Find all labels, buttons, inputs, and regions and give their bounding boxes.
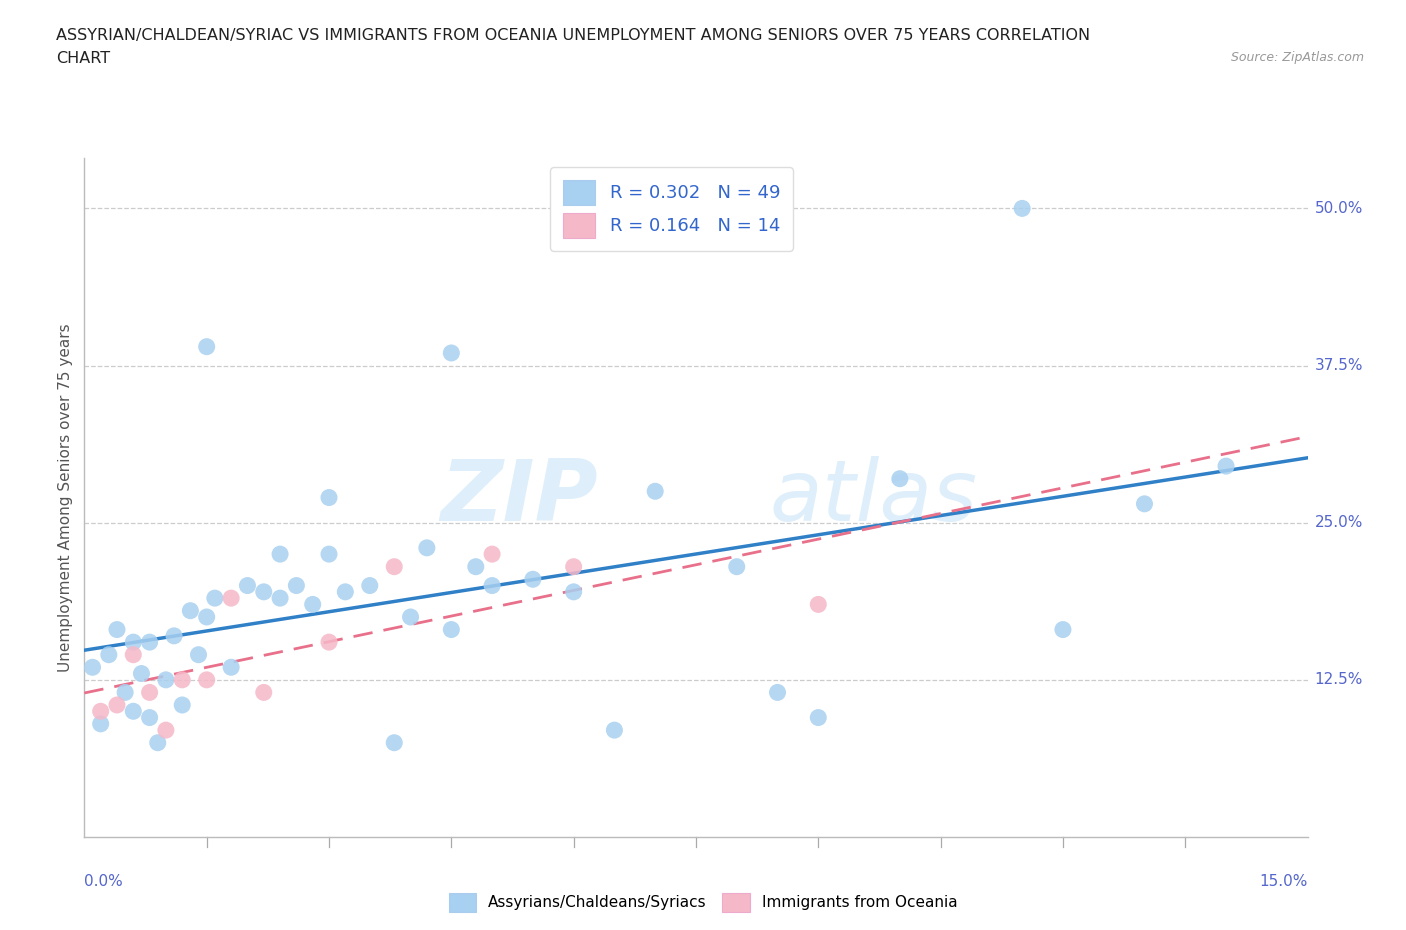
Point [236, 578, 259, 593]
Point [187, 647, 209, 662]
Text: ZIP: ZIP [440, 456, 598, 539]
Point [603, 723, 626, 737]
Text: ASSYRIAN/CHALDEAN/SYRIAC VS IMMIGRANTS FROM OCEANIA UNEMPLOYMENT AMONG SENIORS O: ASSYRIAN/CHALDEAN/SYRIAC VS IMMIGRANTS F… [56, 28, 1091, 43]
Point [359, 578, 381, 593]
Point [195, 609, 218, 624]
Text: 25.0%: 25.0% [1315, 515, 1362, 530]
Text: CHART: CHART [56, 51, 110, 66]
Point [122, 647, 145, 662]
Point [105, 622, 128, 637]
Point [204, 591, 226, 605]
Point [253, 685, 276, 700]
Point [440, 346, 463, 361]
Point [644, 484, 666, 498]
Point [219, 660, 242, 675]
Point [481, 578, 503, 593]
Y-axis label: Unemployment Among Seniors over 75 years: Unemployment Among Seniors over 75 years [58, 324, 73, 671]
Point [253, 584, 276, 599]
Point [562, 559, 585, 574]
Point [138, 634, 160, 649]
Point [1133, 497, 1156, 512]
Point [269, 547, 291, 562]
Point [155, 672, 177, 687]
Point [440, 622, 463, 637]
Point [382, 736, 405, 751]
Point [301, 597, 323, 612]
Point [416, 540, 439, 555]
Legend: Assyrians/Chaldeans/Syriacs, Immigrants from Oceania: Assyrians/Chaldeans/Syriacs, Immigrants … [443, 887, 963, 918]
Text: 50.0%: 50.0% [1315, 201, 1362, 216]
Text: 12.5%: 12.5% [1315, 672, 1362, 687]
Point [1011, 201, 1033, 216]
Point [90, 716, 112, 731]
Text: atlas: atlas [769, 456, 977, 539]
Point [90, 704, 112, 719]
Point [1215, 458, 1237, 473]
Point [522, 572, 544, 587]
Point [179, 604, 201, 618]
Point [122, 634, 145, 649]
Point [807, 597, 830, 612]
Point [122, 704, 145, 719]
Point [114, 685, 136, 700]
Point [195, 672, 218, 687]
Point [146, 736, 169, 751]
Point [269, 591, 291, 605]
Point [464, 559, 486, 574]
Point [155, 723, 177, 737]
Point [725, 559, 748, 574]
Point [889, 472, 911, 486]
Point [97, 647, 120, 662]
Point [172, 698, 194, 712]
Point [335, 584, 357, 599]
Text: 0.0%: 0.0% [84, 874, 124, 889]
Point [766, 685, 789, 700]
Point [163, 629, 186, 644]
Legend: R = 0.302   N = 49, R = 0.164   N = 14: R = 0.302 N = 49, R = 0.164 N = 14 [550, 167, 793, 251]
Point [399, 609, 422, 624]
Point [318, 634, 340, 649]
Point [138, 685, 160, 700]
Point [318, 547, 340, 562]
Point [807, 711, 830, 725]
Point [318, 490, 340, 505]
Point [195, 339, 218, 354]
Text: 15.0%: 15.0% [1260, 874, 1308, 889]
Text: Source: ZipAtlas.com: Source: ZipAtlas.com [1230, 51, 1364, 64]
Point [481, 547, 503, 562]
Point [172, 672, 194, 687]
Point [562, 584, 585, 599]
Point [105, 698, 128, 712]
Point [1052, 622, 1074, 637]
Point [219, 591, 242, 605]
Point [82, 660, 104, 675]
Point [382, 559, 405, 574]
Text: 37.5%: 37.5% [1315, 358, 1362, 373]
Point [138, 711, 160, 725]
Point [131, 666, 153, 681]
Point [285, 578, 308, 593]
